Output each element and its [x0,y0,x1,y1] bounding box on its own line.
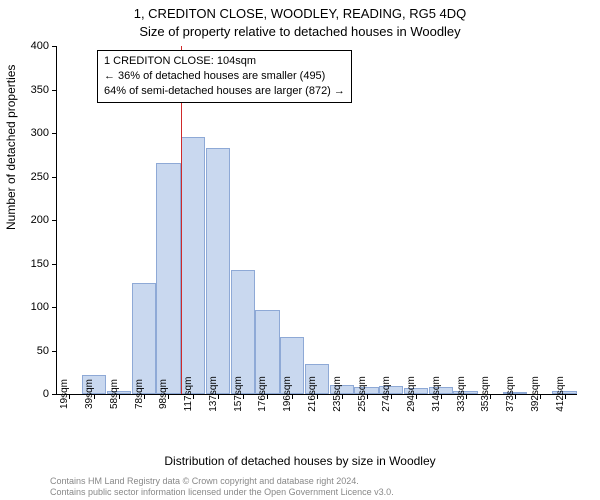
credits-block: Contains HM Land Registry data © Crown c… [50,476,592,499]
y-axis-label: Number of detached properties [4,65,18,230]
x-tick-label: 294sqm [400,376,417,412]
x-tick-label: 19sqm [53,379,70,409]
x-tick-label: 392sqm [524,376,541,412]
x-tick-label: 314sqm [425,376,442,412]
histogram-bar [181,137,205,394]
x-tick-label: 373sqm [499,376,516,412]
histogram-bar [156,163,180,394]
x-tick-label: 235sqm [326,376,343,412]
x-tick-label: 78sqm [128,379,145,409]
x-axis-label: Distribution of detached houses by size … [0,454,600,468]
y-tick-label: 350 [31,84,57,96]
y-tick-label: 300 [31,127,57,139]
histogram-bar [206,148,230,394]
annotation-line-1: 1 CREDITON CLOSE: 104sqm [104,54,345,69]
x-tick-label: 196sqm [276,376,293,412]
page-title-line1: 1, CREDITON CLOSE, WOODLEY, READING, RG5… [0,6,600,21]
y-tick-label: 250 [31,171,57,183]
annotation-box: 1 CREDITON CLOSE: 104sqm ← 36% of detach… [97,50,352,103]
y-tick-label: 100 [31,301,57,313]
x-tick-label: 255sqm [351,376,368,412]
x-tick-label: 353sqm [474,376,491,412]
x-tick-label: 412sqm [549,376,566,412]
histogram-bar [132,283,156,394]
x-tick-label: 274sqm [375,376,392,412]
x-tick-label: 98sqm [152,379,169,409]
y-tick-label: 200 [31,214,57,226]
x-tick-label: 333sqm [450,376,467,412]
x-tick-label: 117sqm [177,377,194,412]
x-tick-label: 176sqm [251,376,268,412]
page-title-line2: Size of property relative to detached ho… [0,24,600,39]
y-tick-label: 150 [31,258,57,270]
annotation-line-2: ← 36% of detached houses are smaller (49… [104,69,345,84]
credits-line-1: Contains HM Land Registry data © Crown c… [50,476,592,487]
x-tick-label: 137sqm [202,376,219,412]
annotation-line-3: 64% of semi-detached houses are larger (… [104,84,345,99]
y-tick-label: 50 [37,345,57,357]
x-tick-label: 39sqm [78,379,95,409]
chart-plot-area: 1 CREDITON CLOSE: 104sqm ← 36% of detach… [56,46,577,395]
y-tick-label: 400 [31,40,57,52]
x-tick-label: 157sqm [227,376,244,412]
x-tick-label: 58sqm [103,379,120,409]
x-tick-label: 216sqm [301,376,318,412]
credits-line-2: Contains public sector information licen… [50,487,592,498]
